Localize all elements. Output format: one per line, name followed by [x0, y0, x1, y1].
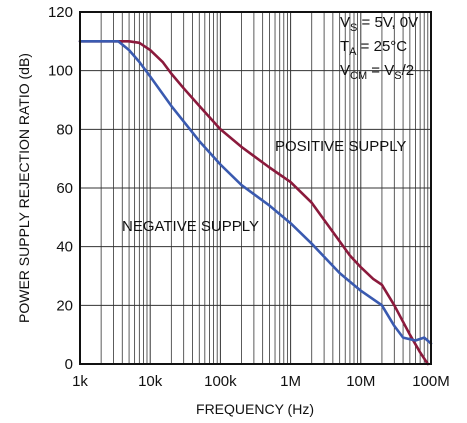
y-tick-label: 80 [56, 121, 73, 138]
x-tick-label: 10M [346, 373, 375, 390]
y-tick-label: 20 [56, 297, 73, 314]
y-tick-label: 100 [48, 63, 73, 80]
y-axis-label: POWER SUPPLY REJECTION RATIO (dB) [16, 53, 32, 323]
condition-vcm: VCM = VS/2 [340, 62, 414, 82]
condition-ta: TA = 25°C [340, 38, 407, 58]
plot-frame [79, 11, 432, 365]
series-line-negative-supply [78, 39, 433, 345]
series-line-positive-supply [78, 39, 430, 366]
y-tick-label: 0 [65, 356, 73, 373]
x-tick-label: 1k [72, 373, 88, 390]
x-tick-labels: 1k 10k 100k 1M 10M 100M [72, 373, 450, 390]
x-tick-label: 1M [280, 373, 301, 390]
x-tick-label: 100k [204, 373, 237, 390]
x-tick-label: 100M [412, 373, 450, 390]
y-tick-label: 60 [56, 180, 73, 197]
condition-vs: VS = 5V, 0V [340, 14, 418, 34]
y-tick-label: 120 [48, 4, 73, 21]
test-conditions: VS = 5V, 0V TA = 25°C VCM = VS/2 [340, 14, 418, 82]
y-tick-label: 40 [56, 239, 73, 256]
label-negative-supply: NEGATIVE SUPPLY [122, 218, 259, 235]
curves [78, 39, 433, 366]
label-positive-supply: POSITIVE SUPPLY [275, 138, 406, 155]
x-axis-label: FREQUENCY (Hz) [196, 401, 314, 417]
y-tick-labels: 0 20 40 60 80 100 120 [48, 4, 73, 373]
x-tick-label: 10k [138, 373, 163, 390]
